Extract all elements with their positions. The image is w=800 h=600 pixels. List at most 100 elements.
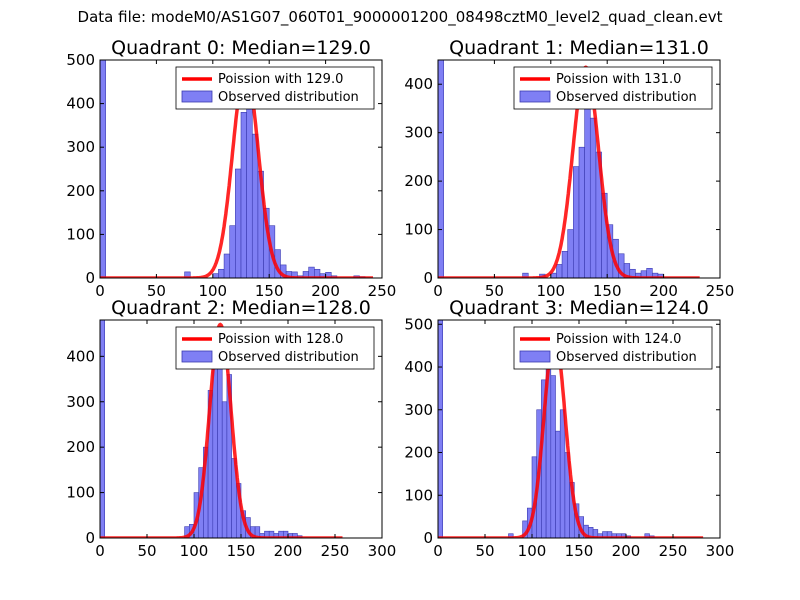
histogram-bar: [246, 90, 253, 278]
histogram-bar: [438, 320, 443, 538]
histogram-bar: [567, 229, 574, 278]
legend-line-label: Poission with 131.0: [556, 72, 681, 87]
legend: Poission with 128.0 Observed distribution: [175, 326, 375, 370]
x-tick-label: 50: [137, 542, 156, 560]
legend-bar-swatch: [181, 90, 213, 103]
poisson-fit-line: [438, 65, 700, 278]
histogram-bar: [561, 251, 569, 278]
x-tick-label: 100: [180, 542, 209, 560]
y-tick-label: 500: [66, 51, 95, 69]
legend-line-label: Poission with 124.0: [556, 332, 681, 347]
y-tick-label: 500: [404, 315, 433, 333]
x-tick-label: 250: [321, 542, 350, 560]
legend-bar-label: Observed distribution: [218, 350, 359, 365]
x-tick-label: 0: [433, 282, 443, 300]
x-tick-label: 250: [659, 542, 688, 560]
x-tick-label: 150: [565, 542, 594, 560]
legend-bar-label: Observed distribution: [218, 90, 359, 105]
histogram-bar: [438, 60, 444, 278]
y-tick-label: 100: [404, 486, 433, 504]
x-tick-label: 0: [95, 282, 105, 300]
histogram-bar: [217, 356, 223, 538]
y-tick-label: 300: [404, 124, 433, 142]
histogram-bar: [240, 112, 247, 278]
x-tick-label: 50: [147, 282, 166, 300]
histogram-bar: [221, 401, 228, 538]
y-tick-label: 400: [404, 358, 433, 376]
histogram-bar: [100, 320, 105, 538]
legend: Poission with 124.0 Observed distribution: [513, 326, 713, 370]
histogram-bar: [100, 60, 106, 278]
y-tick-label: 400: [66, 95, 95, 113]
y-tick-label: 400: [66, 347, 95, 365]
axes-frame: [437, 59, 721, 279]
y-tick-label: 0: [423, 529, 433, 547]
legend-bar-label: Observed distribution: [556, 350, 697, 365]
legend-line-label: Poission with 128.0: [218, 332, 343, 347]
y-tick-label: 300: [404, 401, 433, 419]
y-tick-label: 100: [66, 484, 95, 502]
y-tick-label: 200: [404, 172, 433, 190]
poisson-fit-line: [100, 322, 343, 538]
y-tick-label: 400: [404, 75, 433, 93]
y-tick-label: 0: [85, 529, 95, 547]
panel-quadrant-2: 0 50 100 150 200 250 300 0 100 200 300 400 Quadrant …: [66, 297, 396, 560]
x-tick-label: 200: [311, 282, 340, 300]
histogram-bar: [556, 264, 563, 278]
x-tick-label: 150: [255, 282, 284, 300]
panel-quadrant-3: 0 50 100 150 200 250 300 0 100 200 300 400 500 Quadra…: [404, 297, 734, 560]
histogram-bar: [559, 409, 566, 538]
x-tick-label: 0: [433, 542, 443, 560]
panel-title: Quadrant 2: Median=128.0: [111, 297, 371, 319]
x-tick-label: 150: [227, 542, 256, 560]
histogram-bar: [589, 117, 597, 278]
figure-title: Data file: modeM0/AS1G07_060T01_90000012…: [77, 8, 723, 26]
y-tick-label: 0: [423, 269, 433, 287]
histogram-bar: [235, 168, 242, 278]
histogram-bar: [218, 268, 225, 278]
x-tick-label: 200: [649, 282, 678, 300]
legend-bar-label: Observed distribution: [556, 90, 697, 105]
x-tick-label: 300: [706, 542, 735, 560]
legend: Poission with 129.0 Observed distribution: [175, 66, 375, 110]
y-tick-label: 300: [66, 393, 95, 411]
histogram-bar: [578, 146, 585, 278]
x-tick-label: 50: [485, 282, 504, 300]
x-tick-label: 300: [368, 542, 397, 560]
poisson-fit-line: [100, 66, 373, 278]
panel-title: Quadrant 0: Median=129.0: [111, 37, 371, 59]
legend-line-label: Poission with 129.0: [218, 72, 343, 87]
y-tick-label: 100: [404, 221, 433, 239]
x-tick-label: 100: [536, 282, 565, 300]
axes-frame: [99, 59, 383, 279]
histogram-bars: [100, 60, 366, 278]
legend-bar-swatch: [181, 350, 213, 363]
y-tick-label: 200: [66, 182, 95, 200]
x-tick-label: 250: [368, 282, 397, 300]
histogram-bar: [229, 225, 236, 278]
x-tick-label: 200: [612, 542, 641, 560]
x-tick-label: 100: [198, 282, 227, 300]
legend: Poission with 131.0 Observed distribution: [513, 66, 713, 110]
x-tick-label: 150: [593, 282, 622, 300]
panel-title: Quadrant 1: Median=131.0: [449, 37, 709, 59]
legend-bar-swatch: [519, 90, 551, 103]
x-tick-label: 50: [475, 542, 494, 560]
y-tick-label: 300: [66, 138, 95, 156]
x-tick-label: 200: [274, 542, 303, 560]
panel-quadrant-0: 0 50 100 150 200 250 0 100 200 300 400 500 Quadrant …: [66, 37, 396, 300]
x-tick-label: 100: [518, 542, 547, 560]
histogram-bar: [573, 166, 580, 278]
histogram-bar: [223, 253, 231, 278]
y-tick-label: 100: [66, 225, 95, 243]
x-tick-label: 250: [706, 282, 735, 300]
legend-bar-swatch: [519, 350, 551, 363]
histogram-bar: [212, 273, 219, 278]
poisson-fit-line: [438, 333, 704, 538]
y-tick-label: 200: [404, 444, 433, 462]
histogram-bar: [555, 430, 561, 538]
histogram-bar: [550, 375, 556, 538]
panel-quadrant-1: 0 50 100 150 200 250 0 100 200 300 400 Quadrant 1: …: [404, 37, 734, 300]
y-tick-label: 0: [85, 269, 95, 287]
